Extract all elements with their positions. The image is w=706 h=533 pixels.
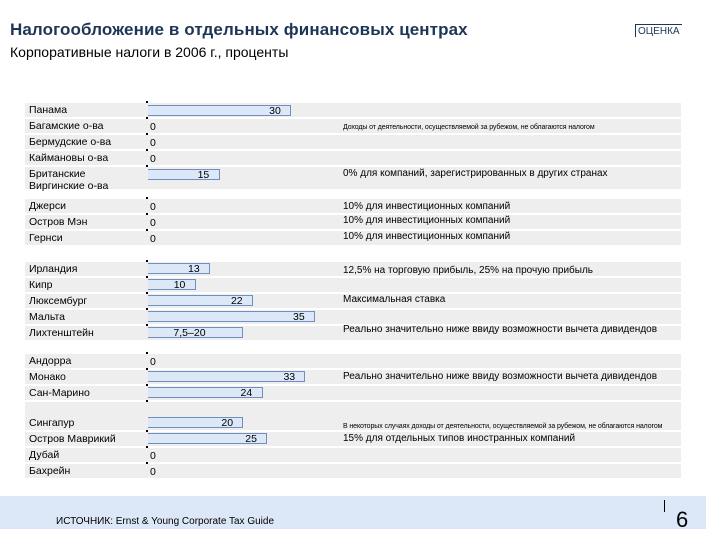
row-background	[25, 386, 681, 400]
category-label: Бахрейн	[29, 465, 71, 477]
value-label: 0	[150, 466, 156, 478]
annotation-note: Максимальная ставка	[343, 294, 446, 305]
row-background	[25, 354, 681, 368]
category-label: Британские	[29, 168, 86, 180]
value-label: 25	[245, 433, 257, 445]
annotation-note: 10% для инвестиционных компаний	[343, 201, 511, 212]
category-label: Монако	[29, 371, 66, 383]
value-label: 30	[269, 105, 281, 117]
category-label: Багамские о-ва	[29, 120, 104, 132]
bar	[148, 371, 306, 382]
category-label: Андорра	[29, 355, 72, 367]
row-background	[25, 310, 681, 324]
value-label: 33	[283, 371, 296, 383]
value-label: 0	[150, 217, 156, 229]
annotation-note: 15% для отдельных типов иностранных комп…	[343, 433, 576, 444]
row-background	[25, 119, 681, 133]
category-label: Дубай	[29, 449, 60, 461]
value-label: 0	[150, 137, 156, 149]
category-label: Остров Мэн	[29, 216, 88, 228]
chart-subtitle: Корпоративные налоги в 2006 г., проценты	[10, 44, 289, 60]
value-label: 0	[150, 356, 156, 368]
category-label: Бермудские о-ва	[29, 136, 112, 148]
bar	[148, 417, 244, 428]
value-label: 22	[230, 295, 243, 307]
bar	[148, 105, 292, 116]
bar	[148, 387, 263, 398]
bar	[148, 279, 196, 290]
page-number: 6	[676, 507, 689, 532]
annotation-note: 0% для компаний, зарегистрированных в др…	[343, 168, 608, 179]
category-label: Сингапур	[29, 417, 75, 429]
value-label: 0	[150, 450, 156, 462]
row-background	[25, 135, 681, 149]
annotation-note: 10% для инвестиционных компаний	[343, 231, 511, 242]
value-label: 10	[173, 279, 186, 291]
row-background	[25, 199, 681, 213]
annotation-note: Реально значительно ниже ввиду возможнос…	[343, 324, 658, 335]
category-label: Сан-Марино	[29, 387, 90, 399]
annotation-note: 12,5% на торговую прибыль, 25% на прочую…	[343, 265, 594, 276]
bar	[148, 263, 211, 274]
annotation-note: В некоторых случаях доходы от деятельнос…	[343, 423, 663, 430]
row-background	[25, 278, 681, 292]
category-label: Каймановы о-ва	[29, 152, 109, 164]
row-background	[25, 231, 681, 245]
value-label: 0	[150, 201, 156, 213]
category-label: Панама	[29, 104, 68, 116]
value-label: 13	[188, 263, 200, 275]
value-label: 0	[150, 153, 156, 165]
value-label: 24	[240, 387, 253, 399]
source-note: ИСТОЧНИК: Ernst & Young Corporate Tax Gu…	[56, 516, 275, 527]
bar	[148, 295, 253, 306]
category-label: Кипр	[29, 279, 53, 291]
value-label: 0	[150, 121, 156, 133]
category-label: Виргинские о-ва	[29, 180, 109, 192]
page-title: Налогообложение в отдельных финансовых ц…	[10, 20, 468, 39]
row-background	[25, 464, 681, 478]
annotation-note: Реально значительно ниже ввиду возможнос…	[343, 371, 658, 382]
value-label: 35	[293, 311, 305, 323]
row-background	[25, 215, 681, 229]
page-number-divider	[664, 500, 665, 512]
category-label: Джерси	[29, 200, 66, 212]
annotation-note: 10% для инвестиционных компаний	[343, 215, 511, 226]
row-background	[25, 103, 681, 117]
value-label: 7,5–20	[173, 327, 206, 339]
value-label: 15	[197, 169, 210, 181]
bar	[148, 433, 268, 444]
category-label: Гернси	[29, 232, 63, 244]
footer-band	[0, 496, 706, 529]
annotation-note: Доходы от деятельности, осуществляемой з…	[343, 124, 595, 131]
category-label: Ирландия	[29, 263, 78, 275]
bar	[148, 311, 315, 322]
bar	[148, 327, 244, 338]
bar	[148, 169, 220, 180]
row-background	[25, 448, 681, 462]
value-label: 0	[150, 233, 156, 245]
row-background	[25, 402, 681, 430]
category-label: Остров Маврикий	[29, 433, 116, 445]
row-background	[25, 151, 681, 165]
estimate-badge: ОЦЕНКА	[635, 24, 682, 37]
category-label: Люксембург	[29, 295, 88, 307]
category-label: Лихтенштейн	[29, 327, 94, 339]
value-label: 20	[221, 417, 234, 429]
category-label: Мальта	[29, 311, 66, 323]
